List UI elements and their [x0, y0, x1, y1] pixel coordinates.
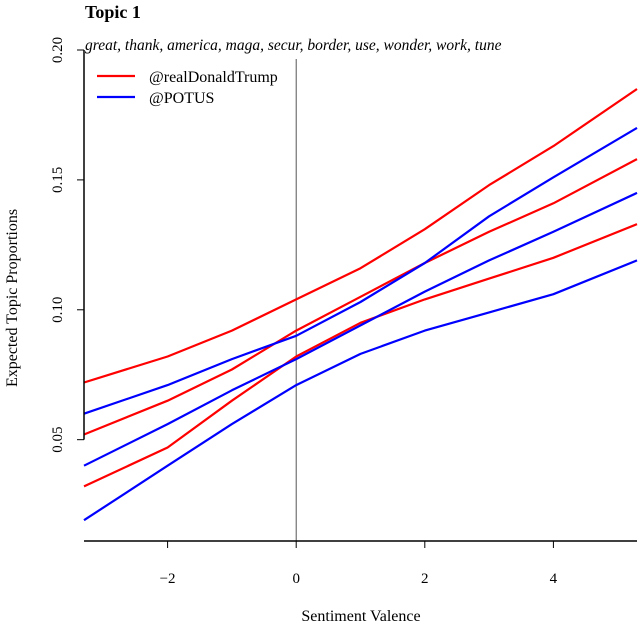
x-tick-label: −2: [160, 571, 176, 587]
x-tick-label: 4: [550, 571, 558, 587]
series-realdonaldtrump-upper-line: [83, 88, 638, 384]
y-tick-label: 0.10: [50, 297, 66, 323]
legend-label-potus: @POTUS: [149, 90, 214, 107]
y-tick-label: 0.05: [50, 427, 66, 453]
series-realdonaldtrump-estimate-line: [83, 158, 638, 436]
series-potus-upper-line: [83, 126, 638, 415]
series-lines: [83, 88, 638, 522]
x-tick-label: 0: [292, 571, 300, 587]
chart-subtitle: great, thank, america, maga, secur, bord…: [85, 37, 502, 54]
legend-label-realdonaldtrump: @realDonaldTrump: [149, 69, 278, 86]
y-axis-label: Expected Topic Proportions: [4, 209, 21, 387]
axes: 0.05 0.10 0.15 0.20 −2 0 2 4: [50, 37, 637, 587]
y-tick-label: 0.15: [50, 167, 66, 193]
x-axis-label: Sentiment Valence: [301, 608, 420, 625]
series-potus-lower-line: [83, 259, 638, 522]
x-tick-label: 2: [421, 571, 429, 587]
series-realdonaldtrump-lower-line: [83, 223, 638, 488]
legend: @realDonaldTrump @POTUS: [97, 69, 278, 107]
series-potus-estimate-line: [83, 191, 638, 467]
y-tick-label: 0.20: [50, 37, 66, 63]
chart-title: Topic 1: [85, 2, 141, 22]
